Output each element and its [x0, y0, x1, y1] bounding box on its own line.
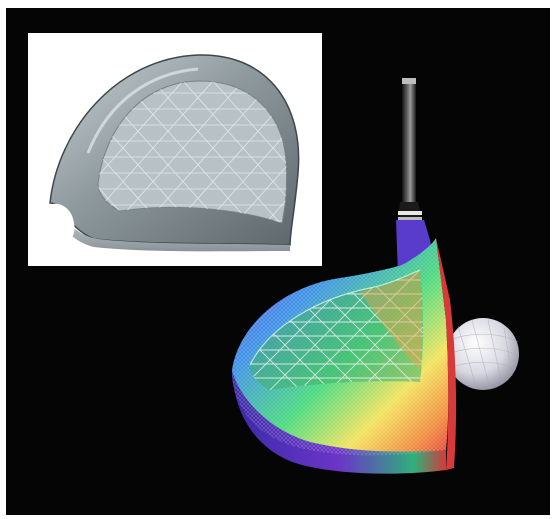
crown-shell-illustration	[49, 54, 300, 252]
driver-illustration	[232, 78, 520, 474]
shaft	[402, 82, 416, 202]
inset-crown-render	[28, 33, 322, 266]
golf-ball	[447, 318, 520, 390]
driver-mesh-render	[210, 70, 540, 490]
